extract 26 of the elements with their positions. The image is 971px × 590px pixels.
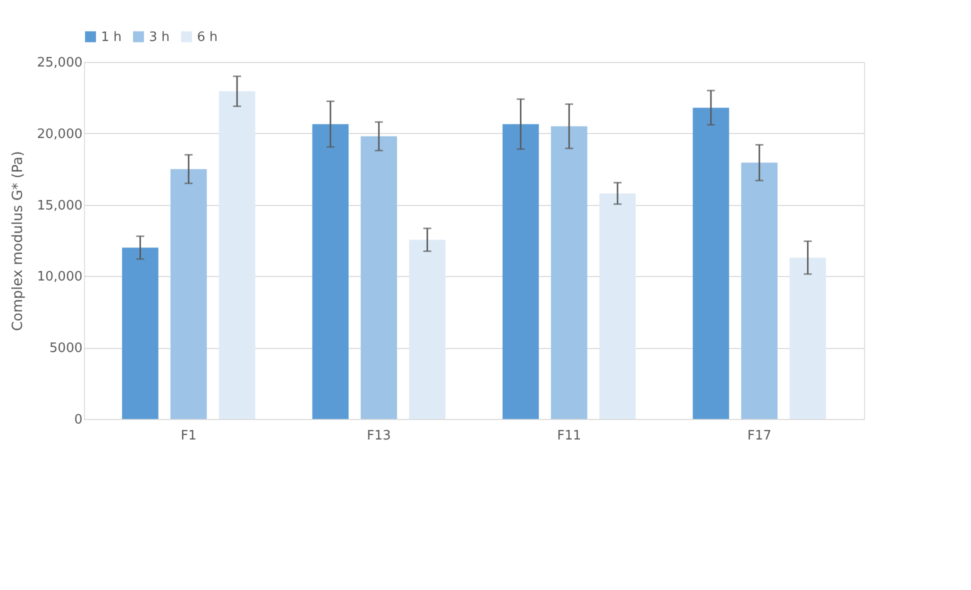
bar	[692, 108, 730, 419]
legend-label: 3 h	[149, 30, 170, 45]
y-tick-label: 10,000	[37, 270, 82, 285]
bar	[218, 91, 256, 419]
y-axis-title: Complex modulus G* (Pa)	[10, 151, 26, 331]
bar	[741, 162, 778, 419]
bar	[550, 126, 588, 419]
y-tick-label: 25,000	[37, 56, 82, 70]
bar	[170, 169, 207, 419]
bar	[312, 124, 349, 419]
bar	[599, 193, 636, 419]
bar	[122, 248, 158, 419]
x-tick-label: F17	[747, 428, 772, 444]
bar	[790, 258, 826, 419]
y-tick-label: 15,000	[37, 198, 82, 214]
legend-label: 1 h	[101, 30, 122, 45]
y-tick-label: 5000	[49, 341, 82, 356]
bar	[360, 136, 398, 419]
x-tick-label: F13	[366, 428, 391, 444]
y-tick-label: 0	[74, 412, 82, 428]
bar	[502, 124, 539, 419]
y-tick-label: 20,000	[37, 126, 82, 142]
legend-label: 6 h	[197, 30, 218, 45]
x-tick-label: F11	[557, 428, 582, 444]
x-tick-label: F1	[180, 428, 197, 444]
bar	[409, 240, 446, 419]
